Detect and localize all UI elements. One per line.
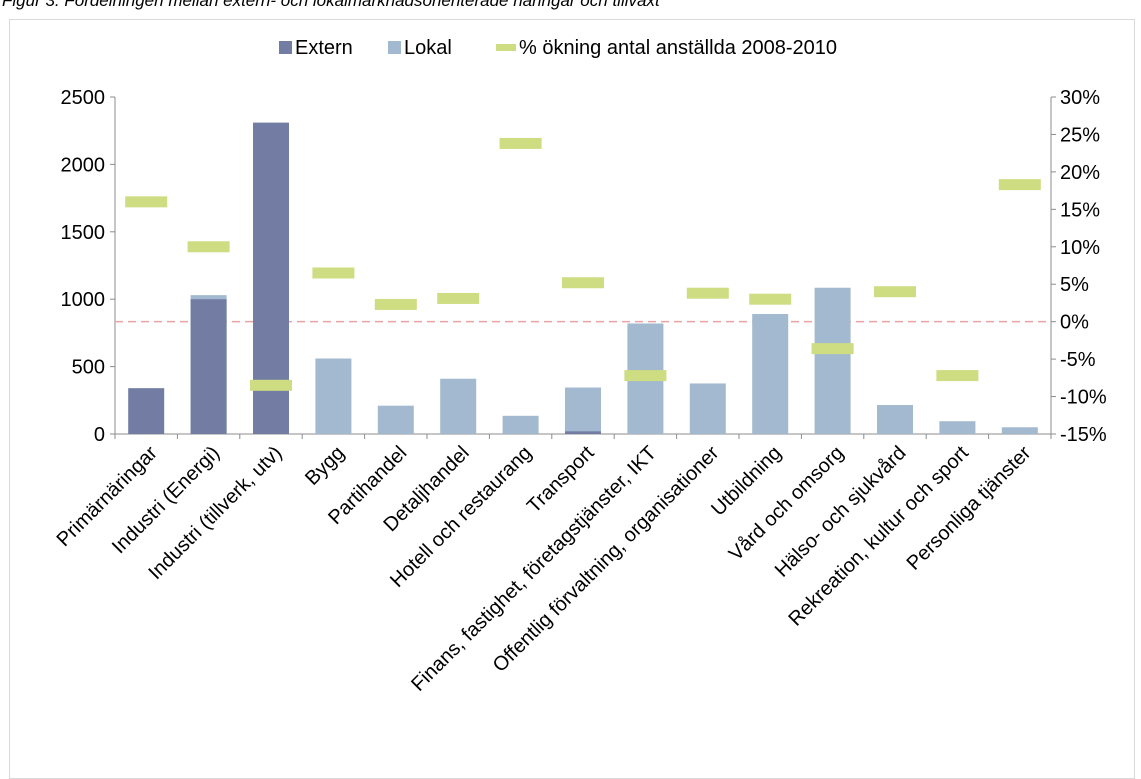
legend-swatch-extern — [279, 41, 292, 54]
x-category-label: Offentlig förvaltning, organisationer — [489, 442, 724, 677]
plot-area: 0 500 1000 1500 2000 2500 -15% -10% -5% 0% 5% 10% 15… — [53, 87, 1107, 696]
y2-tick-label: -15% — [1060, 424, 1107, 446]
x-category-label: Industri (Energi) — [108, 442, 224, 558]
pct-marker-utbildning — [749, 293, 792, 305]
pct-marker-vard-och-omsorg — [811, 343, 854, 355]
bar-lokal-hotell-och-restaurang — [502, 415, 539, 434]
pct-marker-hotell-och-restaurang — [499, 137, 542, 149]
pct-marker-bygg — [312, 267, 355, 279]
pct-marker-halso-och-sjukvard — [874, 286, 916, 298]
chart-svg: Extern Lokal % ökning antal anställda 20… — [53, 37, 1107, 696]
bar-lokal-personliga-tjanster — [1001, 427, 1038, 434]
figure-caption: Figur 3. Fördelningen mellan extern- och… — [2, 0, 660, 10]
x-category-label: Bygg — [301, 442, 349, 490]
y2-tick-label: 5% — [1060, 274, 1089, 296]
y2-tick-label: 10% — [1060, 237, 1100, 259]
y-tick-label: 1000 — [61, 289, 106, 311]
bar-lokal-vard-och-omsorg — [814, 287, 851, 434]
y2-tick-label: -10% — [1060, 387, 1107, 409]
legend-label-pct: % ökning antal anställda 2008-2010 — [519, 37, 837, 59]
y-tick-label: 500 — [72, 357, 105, 379]
legend-swatch-lokal — [388, 41, 401, 54]
legend: Extern Lokal % ökning antal anställda 20… — [279, 37, 837, 59]
pct-marker-industri-energi — [187, 241, 230, 253]
bar-extern-primarnaringar — [128, 388, 165, 434]
bar-lokal-utbildning — [752, 314, 789, 434]
y2-tick-label: 30% — [1060, 87, 1100, 109]
pct-marker-primarnaringar — [125, 196, 168, 208]
bar-lokal-bygg — [315, 358, 352, 434]
chart-frame: Extern Lokal % ökning antal anställda 20… — [9, 19, 1135, 779]
bar-lokal-offentlig-forvaltning-organisationer — [689, 383, 726, 434]
legend-swatch-pct — [496, 44, 516, 51]
pct-marker-rekreation-kultur-och-sport — [936, 370, 979, 382]
y2-tick-label: 15% — [1060, 199, 1100, 221]
pct-marker-transport — [562, 277, 604, 289]
y2-tick-label: 0% — [1060, 312, 1089, 334]
bar-lokal-transport — [565, 387, 601, 434]
y-tick-label: 1500 — [61, 222, 106, 244]
x-category-label: Personliga tjänster — [903, 442, 1036, 575]
bar-lokal-partihandel — [377, 405, 414, 434]
bar-lokal-rekreation-kultur-och-sport — [939, 421, 976, 434]
bar-extern-industri-energi — [190, 299, 227, 434]
y2-tick-label: -5% — [1060, 349, 1096, 371]
y2-tick-label: 25% — [1060, 124, 1100, 146]
pct-marker-detaljhandel — [437, 292, 480, 304]
y-tick-label: 2500 — [61, 87, 106, 109]
pct-marker-finans-fastighet-foretagstjanster-ikt — [624, 370, 667, 382]
pct-marker-personliga-tjanster — [998, 179, 1041, 191]
legend-label-lokal: Lokal — [404, 37, 452, 59]
x-category-label: Vård och omsorg — [725, 442, 848, 565]
pct-marker-offentlig-forvaltning-organisationer — [686, 287, 729, 299]
pct-marker-industri-tillverk-utv — [250, 379, 292, 391]
bar-lokal-detaljhandel — [440, 378, 477, 434]
y2-tick-label: 20% — [1060, 162, 1100, 184]
pct-marker-partihandel — [374, 298, 417, 310]
bar-extern-transport — [565, 431, 601, 434]
legend-label-extern: Extern — [295, 37, 353, 59]
y-tick-label: 0 — [94, 424, 105, 446]
bar-lokal-halso-och-sjukvard — [877, 405, 913, 434]
y-tick-label: 2000 — [61, 154, 106, 176]
